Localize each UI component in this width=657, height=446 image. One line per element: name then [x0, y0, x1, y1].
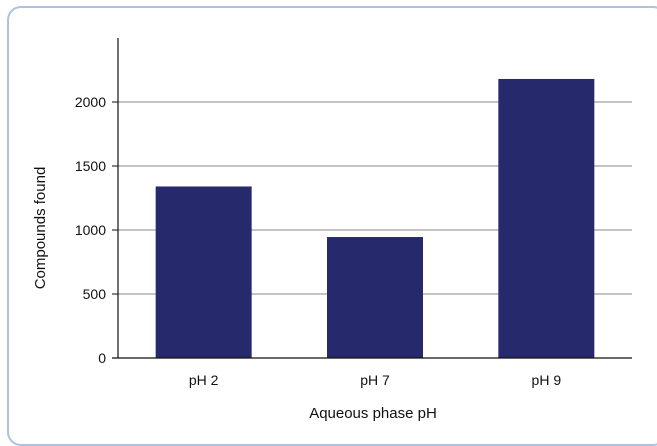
- bar-ph-7: [327, 237, 423, 358]
- y-tick-label: 500: [83, 286, 107, 302]
- y-axis-title: Compounds found: [32, 167, 49, 290]
- bar-ph-2: [155, 186, 252, 358]
- axes: [112, 38, 632, 359]
- bars: [155, 78, 595, 359]
- y-tick-label: 1500: [75, 158, 106, 174]
- x-tick-label: pH 2: [189, 372, 219, 388]
- x-axis-title: Aqueous phase pH: [309, 405, 437, 422]
- bar-chart: 0 500 1000 1500 2000 pH 2 pH 7 pH 9 Aqueous ph…: [32, 38, 632, 422]
- y-tick-labels: 0 500 1000 1500 2000: [75, 94, 106, 366]
- y-tick-label: 0: [98, 350, 106, 366]
- y-tick-label: 2000: [75, 94, 106, 110]
- x-tick-label: pH 7: [360, 372, 390, 388]
- x-tick-labels: pH 2 pH 7 pH 9: [189, 372, 561, 388]
- x-tick-label: pH 9: [532, 372, 562, 388]
- bar-ph-9: [498, 78, 595, 359]
- y-tick-label: 1000: [75, 222, 106, 238]
